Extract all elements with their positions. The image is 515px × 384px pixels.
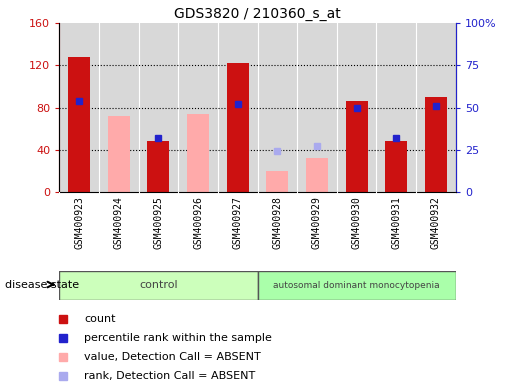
Text: GSM400929: GSM400929 <box>312 196 322 249</box>
Bar <box>297 23 337 192</box>
Bar <box>376 23 416 192</box>
Bar <box>218 23 258 192</box>
Text: GSM400923: GSM400923 <box>74 196 84 249</box>
Bar <box>416 23 456 192</box>
Text: autosomal dominant monocytopenia: autosomal dominant monocytopenia <box>273 281 440 290</box>
Bar <box>59 271 258 300</box>
Text: value, Detection Call = ABSENT: value, Detection Call = ABSENT <box>84 352 261 362</box>
Text: control: control <box>139 280 178 290</box>
Text: count: count <box>84 314 115 324</box>
Bar <box>178 23 218 192</box>
Bar <box>266 171 288 192</box>
Text: disease state: disease state <box>5 280 79 290</box>
Bar <box>108 116 130 192</box>
Text: GSM400924: GSM400924 <box>114 196 124 249</box>
Title: GDS3820 / 210360_s_at: GDS3820 / 210360_s_at <box>174 7 341 21</box>
Bar <box>258 271 456 300</box>
Bar <box>337 23 376 192</box>
Text: GSM400925: GSM400925 <box>153 196 163 249</box>
Bar <box>139 23 178 192</box>
Text: GSM400926: GSM400926 <box>193 196 203 249</box>
Bar <box>306 158 328 192</box>
Bar <box>425 97 447 192</box>
Text: GSM400932: GSM400932 <box>431 196 441 249</box>
Text: GSM400927: GSM400927 <box>233 196 243 249</box>
Text: percentile rank within the sample: percentile rank within the sample <box>84 333 272 343</box>
Bar <box>227 63 249 192</box>
Text: rank, Detection Call = ABSENT: rank, Detection Call = ABSENT <box>84 371 255 381</box>
Text: GSM400931: GSM400931 <box>391 196 401 249</box>
Bar <box>59 23 99 192</box>
Text: GSM400928: GSM400928 <box>272 196 282 249</box>
Bar <box>68 57 90 192</box>
Bar <box>258 23 297 192</box>
Bar <box>346 101 368 192</box>
Bar <box>147 141 169 192</box>
Text: GSM400930: GSM400930 <box>352 196 362 249</box>
Bar <box>385 141 407 192</box>
Bar <box>187 114 209 192</box>
Bar <box>99 23 139 192</box>
